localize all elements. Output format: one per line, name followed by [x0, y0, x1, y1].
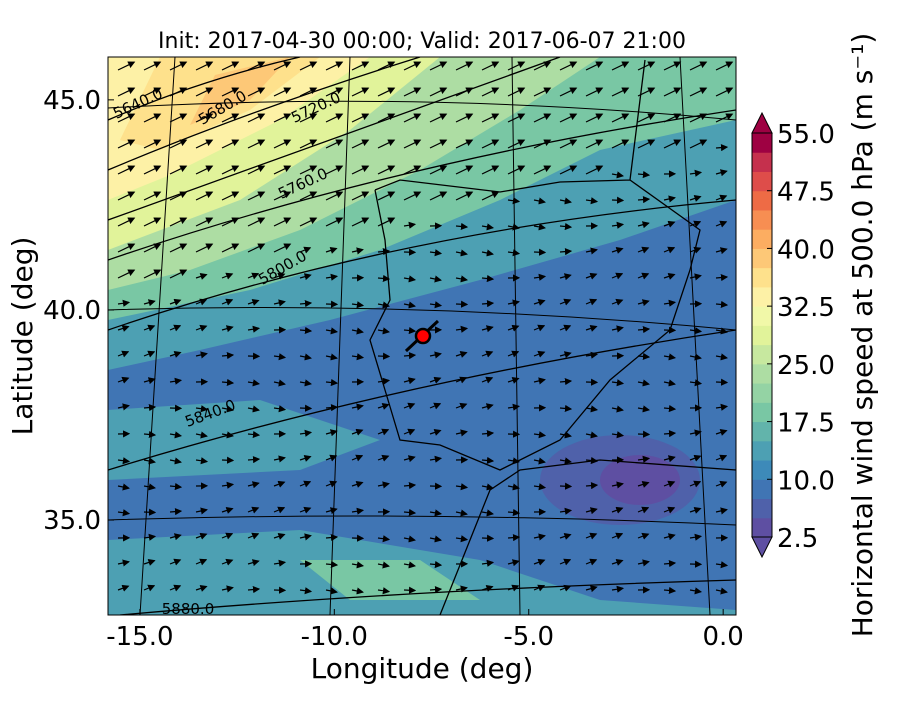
wind-arrow [170, 511, 181, 512]
x-tick-label: -15.0 [106, 622, 173, 652]
x-tick-label: 0.0 [702, 622, 743, 652]
wind-arrow [716, 147, 727, 148]
chart-title: Init: 2017-04-30 00:00; Valid: 2017-06-0… [158, 29, 686, 54]
colorbar-band [752, 460, 772, 480]
contour-label: 5880.0 [162, 600, 215, 618]
wind-arrow [222, 460, 233, 461]
colorbar-band [752, 287, 772, 307]
colorbar-extend-bottom [752, 537, 772, 557]
colorbar-band [752, 210, 772, 230]
colorbar-band [752, 171, 772, 191]
colorbar-band [752, 152, 772, 172]
colorbar-band [752, 306, 772, 326]
colorbar-band [752, 229, 772, 249]
wind-arrow [144, 512, 155, 513]
colorbar-band [752, 364, 772, 384]
colorbar-tick-label: 25.0 [777, 351, 835, 381]
wind-arrow [430, 589, 441, 590]
colorbar-tick-label: 2.5 [777, 524, 818, 554]
wind-arrow [638, 199, 649, 200]
colorbar-band [752, 479, 772, 499]
colorbar-band [752, 325, 772, 345]
colorbar-band [752, 422, 772, 442]
location-marker [416, 329, 430, 343]
colorbar-band [752, 248, 772, 268]
colorbar-band [752, 441, 772, 461]
wind-arrow [300, 408, 311, 409]
colorbar-tick-label: 40.0 [777, 235, 835, 265]
wind-arrow [586, 485, 597, 486]
colorbar-tick-label: 47.5 [777, 178, 835, 208]
colorbar-tick-label: 32.5 [777, 293, 835, 323]
y-axis-label: Latitude (deg) [6, 237, 39, 436]
y-tick-label: 40.0 [43, 296, 101, 326]
colorbar-band [752, 402, 772, 422]
colorbar-extend-top [752, 113, 772, 133]
x-tick-label: -10.0 [301, 622, 368, 652]
x-tick-label: -5.0 [503, 622, 554, 652]
colorbar-tick-label: 17.5 [777, 409, 835, 439]
wind-arrow [508, 537, 519, 538]
wind-arrow [560, 486, 571, 487]
wind-arrow [482, 538, 493, 539]
wind-arrow [248, 459, 259, 460]
colorbar-band [752, 499, 772, 519]
colorbar-band [752, 191, 772, 211]
colorbar-tick-label: 55.0 [777, 120, 835, 150]
wind-arrow [404, 355, 415, 356]
y-tick-label: 45.0 [43, 86, 101, 116]
colorbar-band [752, 133, 772, 153]
wind-arrow [404, 590, 415, 591]
wind-arrow [534, 252, 545, 253]
colorbar-band [752, 345, 772, 365]
colorbar-band [752, 383, 772, 403]
colorbar-tick-label: 10.0 [777, 466, 835, 496]
colorbar-band [752, 268, 772, 288]
y-tick-label: 35.0 [43, 506, 101, 536]
wind-arrow [482, 303, 493, 304]
colorbar-label: Horizontal wind speed at 500.0 hPa (m s⁻… [846, 33, 879, 638]
wind-arrow [612, 200, 623, 201]
wind-arrow [378, 356, 389, 357]
wind-arrow [326, 407, 337, 408]
wind-arrow [716, 382, 727, 383]
x-axis-label: Longitude (deg) [311, 652, 534, 685]
wind-arrow [638, 434, 649, 435]
colorbar-band [752, 518, 772, 538]
wind-arrow [560, 251, 571, 252]
wind-arrow [456, 304, 467, 305]
wind-arrow [664, 433, 675, 434]
